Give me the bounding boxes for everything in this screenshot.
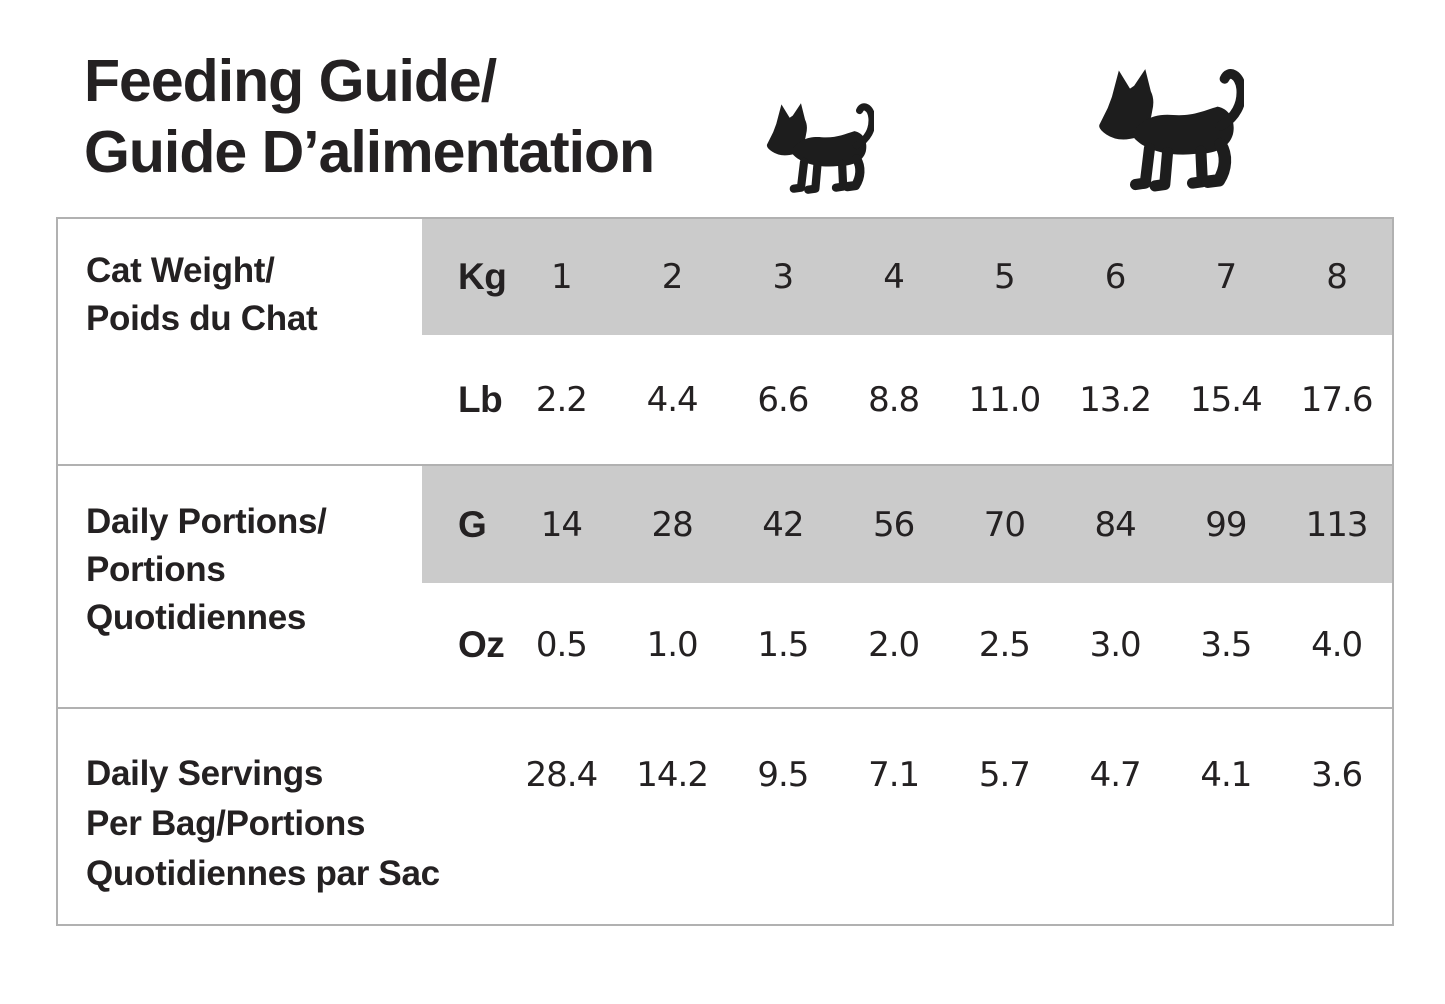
servings-value: 9.5 (757, 755, 809, 795)
kg-value: 8 (1281, 219, 1392, 335)
lb-value: 11.0 (968, 379, 1042, 420)
row-label-line: Per Bag/Portions (86, 804, 366, 843)
empty-unit-cell (422, 709, 506, 924)
oz-value: 4.0 (1311, 625, 1363, 665)
row-label-line: Quotidiennes (86, 598, 307, 637)
g-value: 113 (1281, 466, 1392, 583)
oz-value: 2.0 (868, 625, 920, 665)
lb-value: 17.6 (1300, 379, 1374, 420)
section-daily-portions: Daily Portions/ Portions Quotidiennes G … (58, 464, 1392, 707)
unit-kg: Kg (422, 219, 507, 335)
cat-large-icon (1098, 62, 1244, 193)
section-daily-servings: Daily Servings Per Bag/Portions Quotidie… (58, 707, 1392, 924)
row-label-daily-portions: Daily Portions/ Portions Quotidiennes (58, 466, 422, 707)
row-label-line: Daily Portions/ (86, 502, 327, 541)
servings-value: 14.2 (636, 755, 709, 795)
oz-value: 1.5 (757, 625, 809, 665)
servings-value: 4.7 (1089, 755, 1142, 795)
oz-value: 2.5 (978, 625, 1031, 665)
servings-value: 4.1 (1200, 755, 1252, 795)
kg-value: 5 (949, 219, 1060, 335)
row-label-line: Daily Servings (86, 754, 324, 793)
kg-value: 6 (1059, 219, 1171, 335)
page-title: Feeding Guide/ Guide D’alimentation (84, 46, 655, 188)
cat-small-icon (766, 98, 874, 195)
title-line-2: Guide D’alimentation (84, 119, 655, 185)
unit-oz: Oz (458, 624, 505, 665)
title-line-1: Feeding Guide/ (84, 48, 497, 114)
row-label-line: Cat Weight/ (86, 251, 275, 290)
oz-value: 3.0 (1089, 625, 1142, 665)
servings-value: 28.4 (525, 755, 599, 795)
kg-value: 3 (727, 219, 839, 335)
lb-value: 4.4 (646, 379, 699, 420)
kg-value: 2 (616, 219, 728, 335)
section-cat-weight: Cat Weight/ Poids du Chat Kg 1 2 3 4 5 6… (58, 219, 1392, 464)
row-label-line: Quotidiennes par Sac (86, 854, 440, 893)
oz-value: 1.0 (646, 625, 699, 665)
g-value: 28 (616, 466, 728, 583)
g-value: 70 (949, 466, 1060, 583)
g-value: 56 (838, 466, 949, 583)
g-value: 42 (727, 466, 839, 583)
row-label-line: Poids du Chat (86, 299, 318, 338)
row-label-daily-servings: Daily Servings Per Bag/Portions Quotidie… (58, 709, 440, 924)
servings-value: 3.6 (1311, 755, 1363, 795)
g-value: 99 (1170, 466, 1282, 583)
kg-value: 1 (506, 219, 617, 335)
oz-value: 0.5 (535, 625, 588, 665)
servings-value: 7.1 (868, 755, 920, 795)
lb-value: 2.2 (535, 379, 588, 420)
g-value: 14 (506, 466, 617, 583)
row-label-cat-weight: Cat Weight/ Poids du Chat (58, 219, 422, 464)
lb-value: 15.4 (1190, 379, 1263, 420)
unit-lb: Lb (458, 378, 503, 420)
servings-value: 5.7 (978, 755, 1031, 795)
kg-value: 4 (838, 219, 949, 335)
oz-value: 3.5 (1200, 625, 1252, 665)
lb-value: 13.2 (1079, 379, 1152, 420)
g-value: 84 (1059, 466, 1171, 583)
kg-value: 7 (1170, 219, 1282, 335)
feeding-table: Cat Weight/ Poids du Chat Kg 1 2 3 4 5 6… (56, 217, 1394, 926)
unit-g: G (422, 466, 506, 583)
lb-value: 6.6 (757, 379, 809, 420)
row-label-line: Portions (86, 550, 226, 589)
lb-value: 8.8 (868, 379, 920, 420)
